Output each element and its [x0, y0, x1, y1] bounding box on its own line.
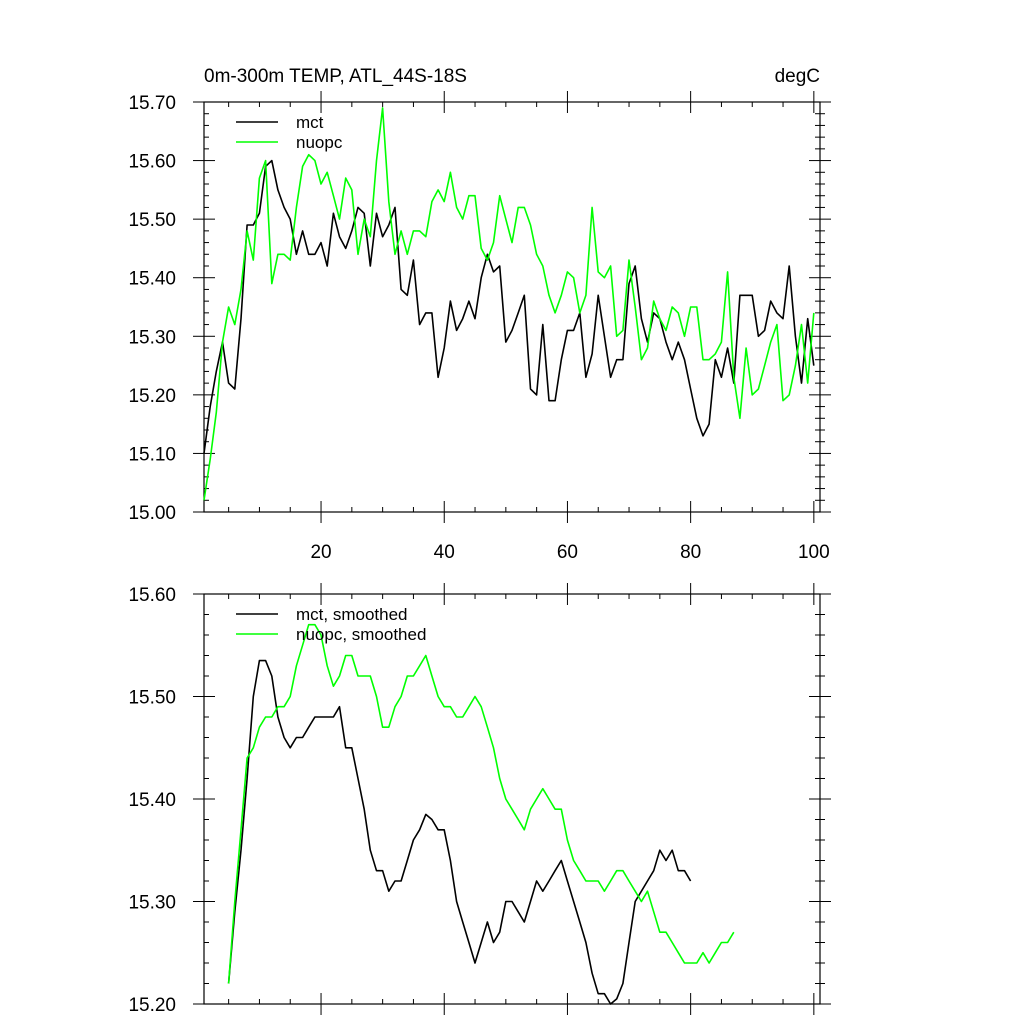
legend-label: mct	[296, 113, 324, 132]
y-tick-label: 15.40	[128, 790, 176, 811]
x-tick-label: 20	[310, 542, 331, 563]
x-tick-label: 60	[557, 542, 578, 563]
y-tick-label: 15.70	[128, 93, 176, 114]
y-tick-label: 15.40	[128, 269, 176, 290]
x-tick-label: 40	[434, 542, 455, 563]
y-tick-label: 15.20	[128, 995, 176, 1016]
x-tick-label: 80	[680, 542, 701, 563]
legend-label: mct, smoothed	[296, 605, 408, 624]
top-panel: 20 40 60 80 100 15.00 15.10 15.20 15.30 15.40 15.5…	[128, 91, 831, 563]
y-tick-label: 15.30	[128, 327, 176, 348]
y-tick-label: 15.20	[128, 386, 176, 407]
bottom-panel: 15.20 15.30 15.40 15.50 15.60 mct, smoothednu…	[128, 583, 831, 1016]
legend-label: nuopc	[296, 133, 343, 152]
y-tick-label: 15.60	[128, 585, 176, 606]
series-line-nuopc-smoothed	[227, 623, 735, 984]
legend-label: nuopc, smoothed	[296, 625, 426, 644]
chart-title: 0m-300m TEMP, ATL_44S-18S	[204, 66, 467, 87]
y-tick-label: 15.00	[128, 503, 176, 524]
series-line-mct-smoothed	[227, 659, 692, 1005]
series-line-mct	[203, 159, 815, 454]
y-tick-label: 15.10	[128, 444, 176, 465]
y-tick-label: 15.30	[128, 893, 176, 914]
y-tick-label: 15.50	[128, 210, 176, 231]
y-tick-label: 15.60	[128, 152, 176, 173]
chart-units: degC	[775, 66, 820, 87]
x-tick-label: 100	[798, 542, 830, 563]
plot-frame	[203, 101, 821, 513]
y-tick-label: 15.50	[128, 688, 176, 709]
series-line-nuopc	[203, 107, 815, 501]
